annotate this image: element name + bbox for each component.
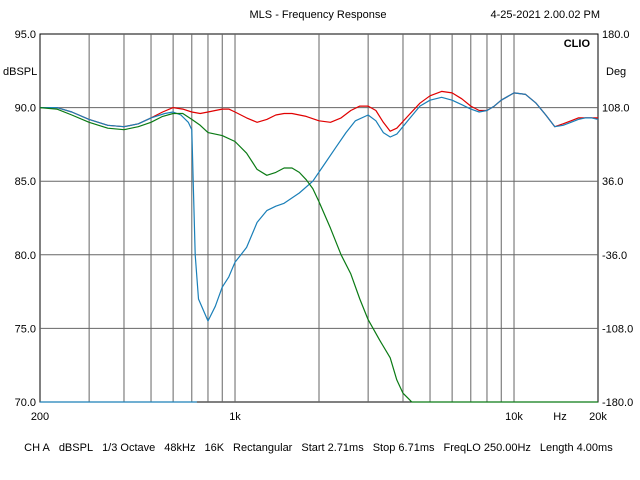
- x-tick-label: 1k: [229, 411, 241, 423]
- y-axis-label: dBSPL: [3, 66, 37, 78]
- series-group: [39, 90, 599, 403]
- y2-tick-label: -36.0: [602, 250, 627, 262]
- axis-labels: 70.0 75.0 80.0 85.0 90.0 95.0 -180.0 -108.0 -36.…: [15, 29, 634, 423]
- x-tick-label: 10k: [505, 411, 523, 423]
- footer-freqlo: FreqLO 250.00Hz: [443, 442, 531, 454]
- footer-length: Length 4.00ms: [539, 442, 613, 454]
- chart-title: MLS - Frequency Response: [250, 9, 387, 21]
- measurement-footer: CH A dBSPL 1/3 Octave 48kHz 16K Rectangular St…: [18, 430, 622, 454]
- footer-sample-rate: 48kHz: [164, 442, 196, 454]
- chart-datetime: 4-25-2021 2.00.02 PM: [491, 9, 600, 21]
- footer-channel: CH A: [24, 442, 50, 454]
- y-tick-label: 90.0: [15, 103, 36, 115]
- footer-size: 16K: [204, 442, 225, 454]
- footer-window: Rectangular: [233, 442, 293, 454]
- brand-label: CLIO: [564, 38, 591, 50]
- y2-tick-label: 36.0: [602, 176, 623, 188]
- y2-tick-label: -108.0: [602, 323, 633, 335]
- y-tick-label: 95.0: [15, 29, 36, 41]
- x-tick-label: 20k: [589, 411, 607, 423]
- y2-tick-label: 108.0: [602, 103, 630, 115]
- footer-unit: dBSPL: [58, 442, 94, 454]
- y-tick-label: 75.0: [15, 323, 36, 335]
- x-tick-label: 200: [31, 411, 49, 423]
- grid-lines: [40, 34, 598, 402]
- y2-tick-label: 180.0: [602, 29, 630, 41]
- footer-start: Start 2.71ms: [301, 442, 364, 454]
- series-line-3: [39, 107, 413, 403]
- y2-tick-label: -180.0: [602, 397, 633, 409]
- y-tick-label: 85.0: [15, 176, 36, 188]
- y-tick-label: 70.0: [15, 397, 36, 409]
- x-axis-label: Hz: [553, 411, 566, 423]
- y-tick-label: 80.0: [15, 250, 36, 262]
- y2-axis-label: Deg: [606, 66, 626, 78]
- footer-stop: Stop 6.71ms: [372, 442, 435, 454]
- footer-smoothing: 1/3 Octave: [102, 442, 156, 454]
